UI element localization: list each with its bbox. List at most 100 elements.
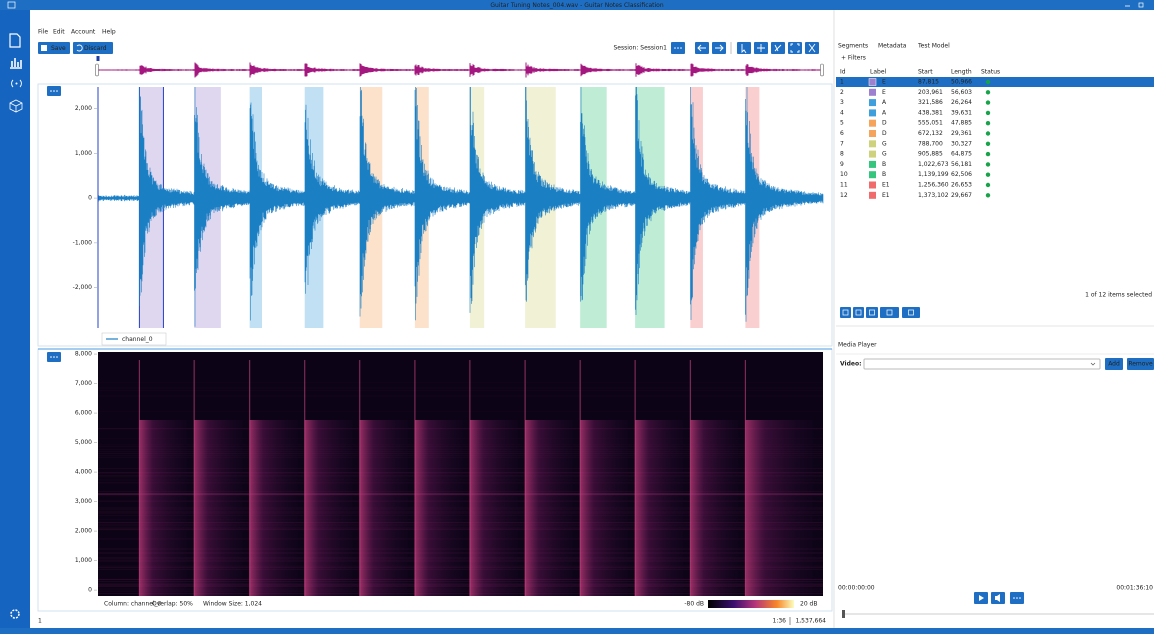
y-tick-label: 1,000 xyxy=(75,557,92,564)
seek-thumb xyxy=(842,610,845,618)
row-id: 10 xyxy=(840,171,848,178)
overview-handle-right xyxy=(821,64,824,76)
tool-button-bg xyxy=(737,42,751,54)
discard-button[interactable]: Discard xyxy=(73,42,113,54)
y-tick-label: -2,000 xyxy=(73,284,93,291)
row-start: 555,051 xyxy=(918,120,943,127)
segment-action-button[interactable] xyxy=(902,307,920,318)
row-length: 39,631 xyxy=(951,109,972,116)
row-length: 30,327 xyxy=(951,140,972,147)
note-energy xyxy=(305,420,360,596)
row-length: 50,966 xyxy=(951,79,972,86)
tool-button[interactable] xyxy=(754,42,768,54)
tool-button[interactable] xyxy=(771,42,785,54)
row-start: 905,885 xyxy=(918,151,943,158)
dot-icon xyxy=(674,47,676,49)
segment-action-button-bg xyxy=(866,307,878,318)
tab-label: Test Model xyxy=(917,43,950,50)
end-time: 00:01:36:10 xyxy=(1116,585,1153,592)
tool-button[interactable] xyxy=(805,42,819,54)
row-length: 56,603 xyxy=(951,89,972,96)
duration: 1:36 xyxy=(773,618,787,625)
row-start: 203,961 xyxy=(918,89,943,96)
menu-label: Account xyxy=(71,29,96,36)
label-swatch xyxy=(869,79,876,86)
dot-icon xyxy=(1019,597,1021,599)
row-length: 62,506 xyxy=(951,171,972,178)
volume-button[interactable] xyxy=(991,592,1005,604)
note-energy xyxy=(580,420,635,596)
menu-label: File xyxy=(38,29,48,36)
dot-icon xyxy=(53,356,55,358)
play-button[interactable] xyxy=(974,592,988,604)
note-energy xyxy=(745,420,823,596)
note-energy xyxy=(139,420,194,596)
row-label: D xyxy=(882,120,887,127)
segment-action-button[interactable] xyxy=(840,307,851,318)
y-tick-label: 0 xyxy=(88,587,92,594)
y-tick-label: 3,000 xyxy=(75,498,92,505)
save-button[interactable]: Save xyxy=(38,42,70,54)
colorbar-max: 20 dB xyxy=(800,601,817,608)
row-id: 11 xyxy=(840,182,848,189)
label-swatch xyxy=(869,151,876,158)
tab[interactable]: Test Model xyxy=(917,43,950,50)
segment-action-button[interactable] xyxy=(880,307,899,318)
label-swatch xyxy=(869,120,876,127)
dot-icon xyxy=(50,356,52,358)
row-label: E1 xyxy=(882,182,890,189)
y-tick-label: 1,000 xyxy=(75,150,92,157)
row-length: 26,653 xyxy=(951,182,972,189)
tab-label: Segments xyxy=(838,43,868,50)
menu-item[interactable]: Edit xyxy=(53,29,65,36)
status-dot xyxy=(986,131,990,135)
dot-icon xyxy=(1016,597,1018,599)
note-energy xyxy=(194,420,249,596)
row-length: 29,667 xyxy=(951,192,972,199)
discard-label: Discard xyxy=(84,45,107,52)
row-id: 7 xyxy=(840,140,844,147)
tab[interactable]: Metadata xyxy=(878,43,907,50)
menu-item[interactable]: Account xyxy=(71,29,96,36)
tool-button[interactable] xyxy=(788,42,802,54)
segment-action-button-bg xyxy=(840,307,851,318)
remove-video-button[interactable]: Remove xyxy=(1127,358,1154,370)
window-title: Guitar Tuning Notes_004.wav - Guitar Not… xyxy=(490,2,664,9)
legend-label: channel_0 xyxy=(122,336,153,343)
label-swatch xyxy=(869,99,876,106)
menu-item[interactable]: File xyxy=(38,29,48,36)
more-button[interactable] xyxy=(1010,592,1024,604)
status-strip xyxy=(0,628,1154,634)
status-dot xyxy=(986,162,990,166)
seek-slider[interactable] xyxy=(842,610,845,618)
add-video-button[interactable]: Add xyxy=(1105,358,1123,370)
label-swatch xyxy=(869,109,876,116)
segment-action-button[interactable] xyxy=(866,307,878,318)
filters-label: + Filters xyxy=(841,55,866,62)
segment-action-button[interactable] xyxy=(853,307,864,318)
row-label: G xyxy=(882,151,887,158)
tool-button-bg xyxy=(788,42,802,54)
back-button[interactable] xyxy=(695,42,709,54)
spectrogram-menu-button[interactable] xyxy=(47,352,61,362)
column-header: Id xyxy=(840,69,846,76)
note-energy xyxy=(360,420,415,596)
tab[interactable]: Segments xyxy=(838,43,868,50)
menu-item[interactable]: Help xyxy=(102,29,116,36)
video-select[interactable] xyxy=(864,359,1100,369)
label-swatch xyxy=(869,89,876,96)
label-swatch xyxy=(869,140,876,147)
note-energy xyxy=(470,420,525,596)
tool-button[interactable] xyxy=(737,42,751,54)
y-tick-label: 2,000 xyxy=(75,528,92,535)
waveform-menu-button[interactable] xyxy=(47,86,61,96)
y-tick-label: 5,000 xyxy=(75,439,92,446)
session-menu-button[interactable] xyxy=(671,42,685,54)
overview-waveform xyxy=(98,62,823,77)
filters-toggle[interactable]: + Filters xyxy=(841,55,866,62)
forward-button[interactable] xyxy=(712,42,726,54)
row-id: 8 xyxy=(840,151,844,158)
video-select-bg xyxy=(864,359,1100,369)
status-dot xyxy=(986,90,990,94)
